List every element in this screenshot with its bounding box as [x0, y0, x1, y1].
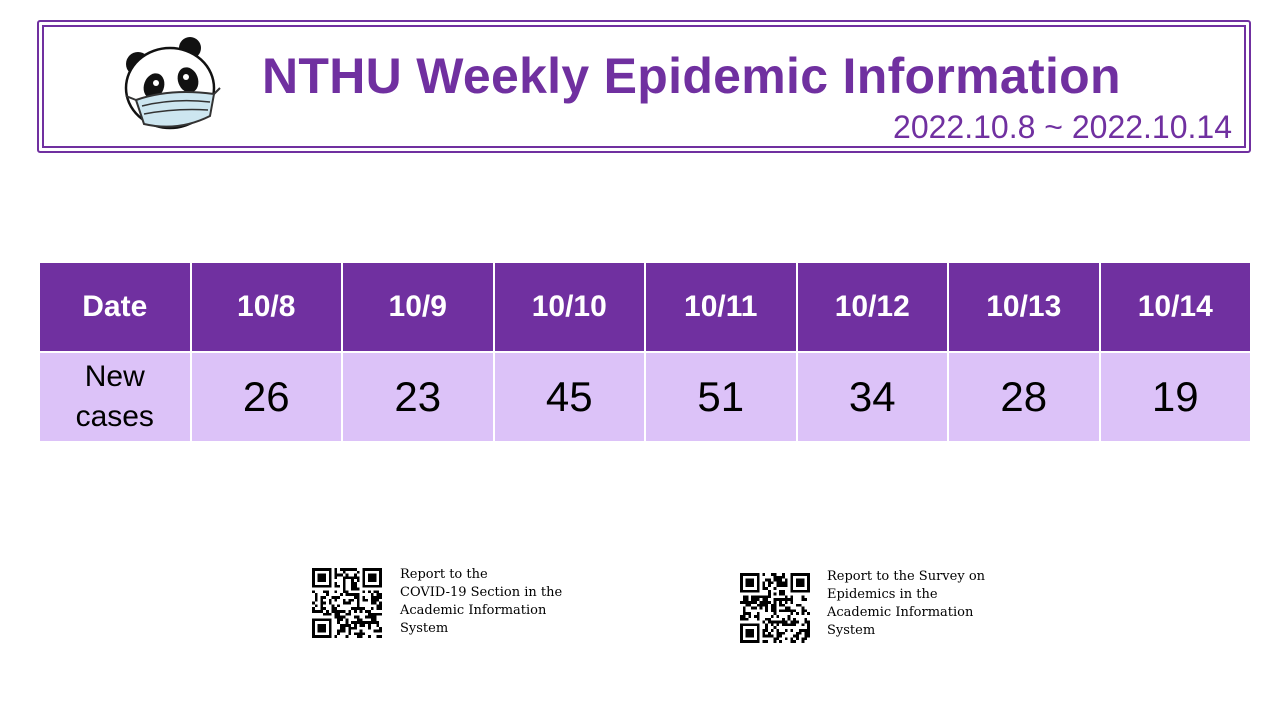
table-cell: 28 — [947, 351, 1101, 443]
qr-caption-line: COVID-19 Section in the — [400, 585, 563, 600]
qr-code-icon[interactable] — [740, 573, 810, 643]
table-header-row: Date 10/8 10/9 10/10 10/11 10/12 10/13 1… — [38, 261, 1252, 353]
page-title: NTHU Weekly Epidemic Information — [262, 48, 1121, 104]
table-row: New cases 26 23 45 51 34 28 19 — [38, 351, 1252, 443]
qr-caption-line: Epidemics in the — [827, 587, 938, 602]
qr-code-icon[interactable] — [312, 568, 382, 638]
table-header-cell: 10/9 — [341, 261, 495, 353]
table-header-cell: 10/11 — [644, 261, 798, 353]
table-cell: 19 — [1098, 351, 1252, 443]
qr-caption-line: Academic Information — [827, 605, 974, 620]
qr-caption-covid-section: Report to the COVID-19 Section in the Ac… — [400, 566, 600, 638]
table-header-cell: 10/12 — [795, 261, 949, 353]
table-cell: 34 — [795, 351, 949, 443]
table-header-cell: 10/14 — [1098, 261, 1252, 353]
qr-caption-epidemic-survey: Report to the Survey on Epidemics in the… — [827, 568, 1027, 640]
row-label-line: cases — [75, 400, 154, 433]
qr-caption-line: Report to the — [400, 567, 488, 582]
table-header-cell: 10/8 — [189, 261, 343, 353]
table-cell: 51 — [644, 351, 798, 443]
header-frame-inner — [42, 25, 1246, 148]
date-range: 2022.10.8 ~ 2022.10.14 — [893, 109, 1232, 145]
qr-caption-line: Report to the Survey on — [827, 569, 986, 584]
header-frame-outer — [37, 20, 1251, 153]
table-header-cell: Date — [38, 261, 192, 353]
table-header-cell: 10/10 — [492, 261, 646, 353]
row-label-line: New — [84, 360, 145, 393]
qr-caption-line: System — [400, 621, 449, 636]
qr-caption-line: Academic Information — [400, 603, 547, 618]
epidemic-table: Date 10/8 10/9 10/10 10/11 10/12 10/13 1… — [38, 261, 1252, 443]
qr-caption-line: System — [827, 623, 876, 638]
panda-with-mask-icon — [124, 37, 221, 130]
table-cell: 26 — [189, 351, 343, 443]
table-header-cell: 10/13 — [947, 261, 1101, 353]
table-cell: 23 — [341, 351, 495, 443]
table-cell: 45 — [492, 351, 646, 443]
table-row-label: New cases — [38, 351, 192, 443]
